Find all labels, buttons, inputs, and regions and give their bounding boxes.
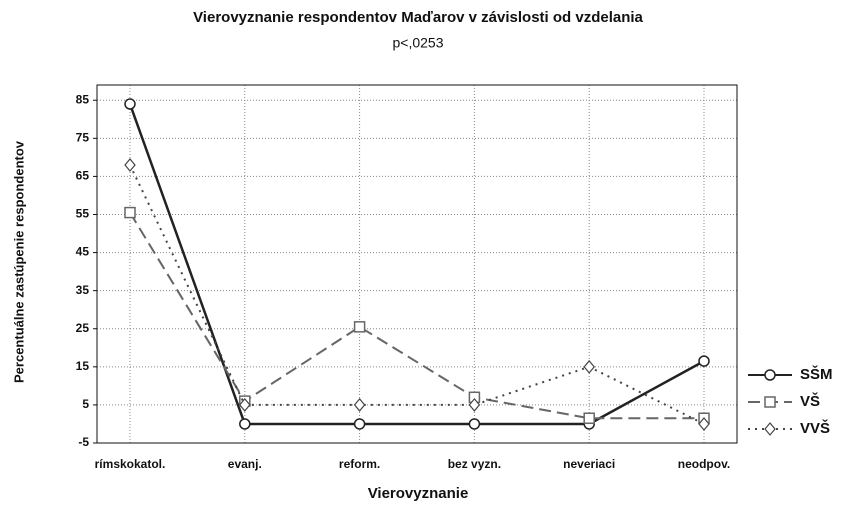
chart-subtitle: p<,0253 — [393, 35, 444, 51]
marker — [583, 412, 595, 424]
y-tick-label: 15 — [76, 359, 90, 373]
legend-label: SŠM — [800, 365, 833, 383]
x-tick-label: bez vyzn. — [448, 457, 501, 471]
series-line — [129, 212, 704, 420]
y-tick-label: 75 — [76, 130, 90, 144]
y-tick-label: 45 — [76, 245, 90, 259]
y-tick-label: 85 — [76, 92, 90, 106]
series-line — [129, 164, 705, 425]
marker — [353, 418, 366, 430]
marker — [698, 417, 710, 431]
marker — [353, 397, 366, 412]
marker — [353, 321, 366, 333]
legend-marker — [764, 422, 776, 436]
y-tick-label: 55 — [76, 207, 90, 221]
y-axis-label: Percentuálne zastúpenie respondentov — [11, 140, 26, 383]
y-tick-label: 35 — [76, 283, 90, 297]
marker — [239, 397, 251, 412]
x-tick-label: neodpov. — [678, 457, 730, 471]
x-axis-label: Vierovyznanie — [368, 485, 469, 502]
plot-frame — [96, 84, 738, 444]
legend-marker — [764, 396, 776, 408]
marker — [468, 418, 481, 430]
legend-label: VŠ — [800, 392, 820, 410]
y-tick-label: 65 — [76, 169, 90, 183]
marker — [124, 158, 136, 172]
marker — [583, 359, 595, 374]
marker — [698, 355, 710, 367]
legend-marker — [764, 369, 776, 381]
x-tick-label: reform. — [339, 457, 380, 471]
marker — [468, 397, 481, 412]
x-tick-label: rímskokatol. — [95, 457, 166, 471]
y-tick-label: -5 — [78, 435, 89, 449]
marker — [124, 98, 136, 110]
x-tick-label: evanj. — [228, 457, 262, 471]
x-tick-label: neveriaci — [563, 457, 615, 471]
chart-title: Vierovyznanie respondentov Maďarov v záv… — [193, 9, 643, 26]
y-tick-label: 25 — [76, 321, 90, 335]
y-tick-label: 5 — [82, 397, 89, 411]
marker — [239, 418, 251, 430]
legend-label: VVŠ — [800, 419, 830, 437]
series-line — [128, 103, 705, 426]
marker — [124, 206, 136, 219]
